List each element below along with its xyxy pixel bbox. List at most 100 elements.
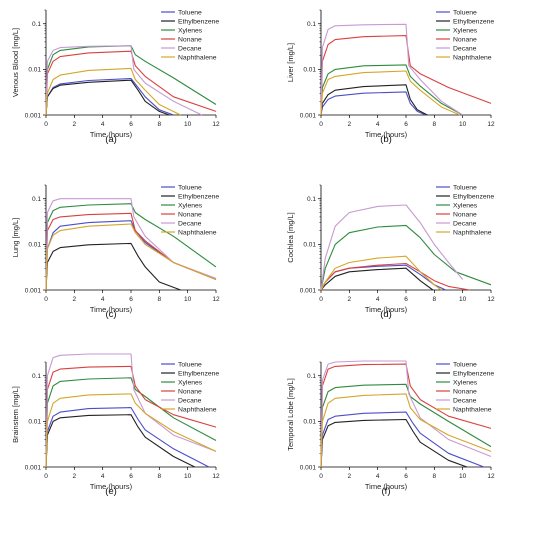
legend-label-naphthalene: Naphthalene xyxy=(178,54,217,61)
x-tick-label: 8 xyxy=(158,121,162,128)
legend-label-nonane: Nonane xyxy=(453,36,477,43)
x-tick-label: 4 xyxy=(101,296,105,303)
x-tick-label: 10 xyxy=(459,473,467,480)
y-axis-label: Temporal Lobe [mg/L] xyxy=(286,378,295,451)
x-tick-label: 0 xyxy=(44,296,48,303)
y-tick-label: 0.001 xyxy=(300,112,317,119)
panel-f: 0 2 4 6 8 10 12 0.001 0.01 0.1 Time (hours) Tempora… xyxy=(286,360,495,497)
legend-label-toluene: Toluene xyxy=(453,184,477,191)
legend-label-nonane: Nonane xyxy=(178,211,202,218)
y-tick-label: 0.1 xyxy=(307,21,316,28)
series-line-nonane xyxy=(320,363,492,468)
series-line-xylenes xyxy=(320,224,492,291)
x-tick-label: 8 xyxy=(158,296,162,303)
series-line-xylenes xyxy=(45,203,217,291)
legend-label-nonane: Nonane xyxy=(453,211,477,218)
y-axis-label: Liver [mg/L] xyxy=(286,43,295,82)
panel-label: (b) xyxy=(380,134,392,145)
series-line-naphthalene xyxy=(320,255,442,291)
x-tick-label: 12 xyxy=(212,121,220,128)
legend-label-ethylbenzene: Ethylbenzene xyxy=(178,193,219,200)
x-tick-label: 10 xyxy=(184,121,192,128)
y-tick-label: 0.001 xyxy=(300,287,317,294)
legend-label-nonane: Nonane xyxy=(178,36,202,43)
x-tick-label: 4 xyxy=(376,296,380,303)
x-tick-label: 10 xyxy=(459,296,467,303)
x-tick-label: 8 xyxy=(433,121,437,128)
x-tick-label: 10 xyxy=(459,121,467,128)
panel-b: 0 2 4 6 8 10 12 0.001 0.01 0.1 Time (hours) Liver [… xyxy=(286,9,495,145)
y-tick-label: 0.01 xyxy=(28,419,41,426)
panel-a: 0 2 4 6 8 10 12 0.001 0.01 0.1 Time (hours) Venous … xyxy=(11,9,220,145)
x-tick-label: 8 xyxy=(433,296,437,303)
x-tick-label: 6 xyxy=(129,296,133,303)
y-tick-label: 0.001 xyxy=(25,287,42,294)
x-tick-label: 12 xyxy=(212,296,220,303)
panel-label: (c) xyxy=(105,309,116,320)
series-line-decane xyxy=(320,23,463,116)
series-line-naphthalene xyxy=(320,393,492,468)
y-tick-label: 0.001 xyxy=(25,112,42,119)
legend-label-decane: Decane xyxy=(178,220,202,227)
legend-label-ethylbenzene: Ethylbenzene xyxy=(453,193,494,200)
x-tick-label: 8 xyxy=(433,473,437,480)
legend-label-nonane: Nonane xyxy=(453,388,477,395)
series-line-ethylbenzene xyxy=(320,267,434,291)
legend-label-naphthalene: Naphthalene xyxy=(453,229,492,236)
legend-label-toluene: Toluene xyxy=(178,9,202,16)
y-tick-label: 0.001 xyxy=(25,464,42,471)
x-tick-label: 12 xyxy=(487,121,495,128)
series-line-nonane xyxy=(320,262,470,291)
x-tick-label: 0 xyxy=(44,473,48,480)
series-line-decane xyxy=(320,204,464,291)
x-tick-label: 6 xyxy=(129,121,133,128)
x-tick-label: 0 xyxy=(44,121,48,128)
x-tick-label: 2 xyxy=(348,296,352,303)
y-tick-label: 0.001 xyxy=(300,464,317,471)
series-line-naphthalene xyxy=(45,67,181,116)
y-axis-label: Lung [mg/L] xyxy=(11,218,20,258)
x-tick-label: 2 xyxy=(73,473,77,480)
series-line-decane xyxy=(320,360,492,468)
x-tick-label: 4 xyxy=(101,473,105,480)
series-line-toluene xyxy=(320,411,485,468)
series-line-nonane xyxy=(45,365,217,468)
x-tick-label: 4 xyxy=(376,473,380,480)
x-axis-label: Time (hours) xyxy=(90,130,133,139)
x-tick-label: 12 xyxy=(212,473,220,480)
x-tick-label: 2 xyxy=(73,296,77,303)
x-tick-label: 2 xyxy=(73,121,77,128)
legend-label-ethylbenzene: Ethylbenzene xyxy=(178,370,219,377)
legend-label-naphthalene: Naphthalene xyxy=(453,54,492,61)
series-line-nonane xyxy=(45,212,217,291)
series-line-ethylbenzene xyxy=(45,414,196,468)
x-tick-label: 0 xyxy=(319,473,323,480)
y-tick-label: 0.01 xyxy=(303,419,316,426)
x-tick-label: 6 xyxy=(129,473,133,480)
x-tick-label: 2 xyxy=(348,473,352,480)
y-axis-label: Cochlea [mg/L] xyxy=(286,212,295,262)
x-axis-label: Time (hours) xyxy=(90,305,133,314)
legend-label-naphthalene: Naphthalene xyxy=(453,406,492,413)
x-tick-label: 8 xyxy=(158,473,162,480)
legend-label-toluene: Toluene xyxy=(178,361,202,368)
y-tick-label: 0.1 xyxy=(32,373,41,380)
legend-label-toluene: Toluene xyxy=(178,184,202,191)
x-tick-label: 0 xyxy=(319,121,323,128)
series-line-toluene xyxy=(320,91,427,116)
series-line-ethylbenzene xyxy=(45,79,170,116)
series-line-naphthalene xyxy=(45,223,217,291)
panel-label: (e) xyxy=(105,486,117,497)
x-tick-label: 0 xyxy=(319,296,323,303)
series-line-ethylbenzene xyxy=(45,242,181,291)
series-line-toluene xyxy=(45,407,210,468)
legend-label-nonane: Nonane xyxy=(178,388,202,395)
legend-label-decane: Decane xyxy=(453,397,477,404)
x-tick-label: 12 xyxy=(487,296,495,303)
series-line-xylenes xyxy=(320,64,463,116)
series-line-ethylbenzene xyxy=(320,418,468,468)
legend-label-naphthalene: Naphthalene xyxy=(178,229,217,236)
series-line-naphthalene xyxy=(45,393,217,468)
x-axis-label: Time (hours) xyxy=(365,130,408,139)
